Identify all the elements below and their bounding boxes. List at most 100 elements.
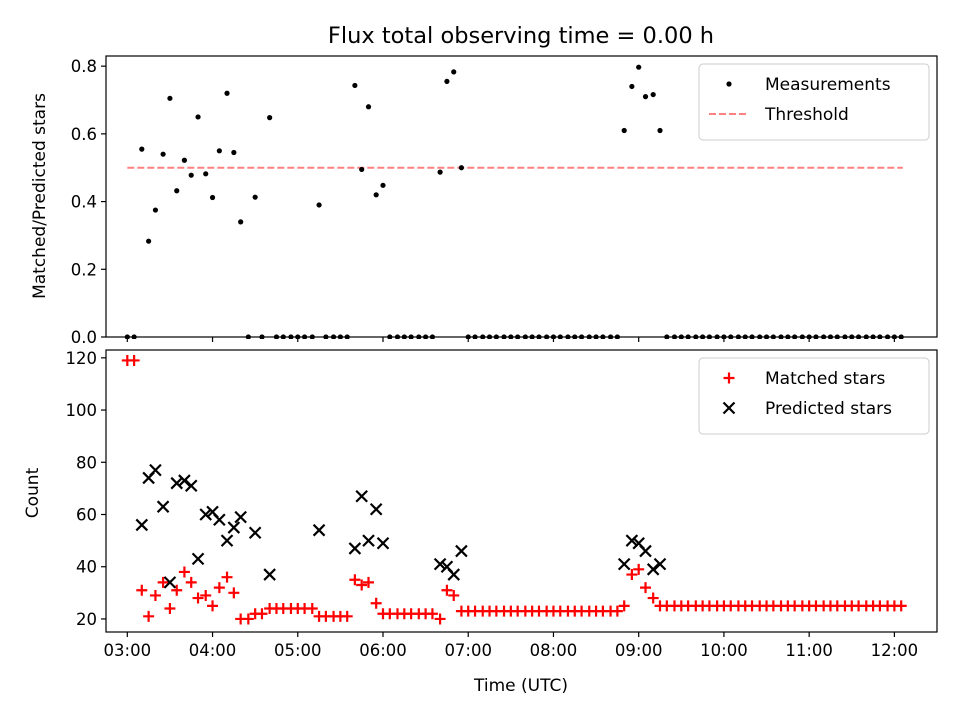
measurement-point [621, 127, 627, 134]
measurement-point [607, 334, 614, 339]
measurement-point [806, 334, 812, 339]
measurement-point [224, 90, 230, 96]
measurement-point [273, 334, 280, 339]
predicted-star-point [234, 510, 247, 524]
measurement-point [160, 151, 166, 157]
measurement-point [337, 334, 343, 339]
predicted-star-point [433, 557, 447, 571]
measurement-point [763, 334, 770, 339]
matched-star-point [171, 584, 183, 596]
matched-star-point [356, 579, 368, 591]
measurement-point [493, 334, 499, 339]
matched-star-point [448, 589, 460, 601]
matched-star-point [618, 600, 630, 612]
measurement-point [416, 334, 422, 339]
measurement-point [501, 334, 507, 339]
y-tick-label: 0.6 [71, 125, 97, 144]
measurement-point [757, 334, 763, 339]
matched-star-point [143, 610, 155, 622]
measurement-point [195, 114, 201, 120]
predicted-star-point [227, 521, 241, 534]
measurement-point [614, 334, 620, 339]
measurement-point [437, 169, 443, 175]
x-tick-label: 06:00 [359, 641, 407, 660]
legend-box [698, 63, 930, 141]
measurement-point [394, 334, 401, 339]
y-tick-label: 80 [76, 453, 97, 472]
matched-star-point [626, 569, 638, 581]
measurement-point [785, 334, 791, 339]
legend-matched-swatch [723, 372, 735, 384]
measurement-point [642, 94, 649, 100]
measurement-point [671, 334, 678, 339]
matched-star-point [228, 587, 240, 599]
measurement-point [664, 334, 670, 339]
predicted-star-point [639, 544, 652, 558]
measurement-point [252, 194, 258, 200]
measurement-point [770, 334, 776, 339]
measurement-point [352, 82, 358, 89]
measurement-point [508, 334, 514, 339]
predicted-star-point [213, 513, 226, 526]
bottom-panel-counts: 20 40 60 80 100 120 03:00 04:00 05:00 06:00 07:00 0… [66, 349, 938, 660]
x-tick-label: 03:00 [104, 641, 152, 660]
measurement-point [209, 194, 216, 201]
measurement-point [778, 334, 784, 339]
measurement-point [600, 334, 606, 339]
measurement-point [465, 334, 471, 339]
measurement-point [877, 334, 883, 339]
matched-star-point [370, 597, 382, 609]
measurement-point [344, 334, 350, 339]
measurement-point [429, 334, 436, 339]
y-tick-label: 0.4 [71, 193, 97, 212]
y-tick-label: 60 [76, 506, 97, 525]
matched-star-point [426, 608, 438, 620]
matched-star-point [633, 563, 645, 575]
matched-star-point [640, 582, 652, 594]
matched-star-point [434, 613, 446, 625]
measurement-point [486, 334, 493, 339]
legend: Matched stars Predicted stars [698, 357, 930, 435]
predicted-star-point [447, 568, 461, 581]
y-tick-label: 40 [76, 558, 97, 577]
measurement-point [280, 334, 286, 339]
measurement-point [834, 334, 840, 339]
x-axis-label: Time (UTC) [473, 676, 568, 696]
measurement-point [480, 334, 486, 339]
matched-star-point [441, 584, 453, 596]
legend-box [698, 357, 930, 435]
top-y-axis-label: Matched/Predicted stars [30, 93, 50, 299]
measurement-point [146, 238, 152, 244]
measurement-point [152, 207, 159, 213]
predicted-star-point [362, 534, 375, 547]
measurement-point [813, 334, 819, 339]
predicted-star-point [135, 518, 149, 532]
data-layer [124, 64, 904, 339]
measurement-point [544, 334, 550, 339]
x-tick-label: 04:00 [189, 641, 237, 660]
measurement-point [174, 188, 180, 194]
measurement-point [898, 334, 904, 339]
x-tick-label: 10:00 [700, 641, 748, 660]
measurement-point [472, 334, 478, 339]
measurement-point [799, 334, 805, 339]
predicted-star-point [191, 552, 205, 566]
x-tick-label: 11:00 [785, 641, 833, 660]
measurement-point [181, 157, 188, 163]
measurement-point [863, 334, 869, 339]
measurement-point [685, 334, 691, 339]
measurement-point [451, 69, 457, 75]
measurement-point [636, 64, 642, 70]
predicted-star-point [199, 508, 212, 521]
measurement-point [849, 334, 855, 339]
measurement-point [891, 334, 897, 339]
measurement-point [245, 334, 251, 339]
measurement-point [593, 334, 599, 339]
measurement-point [515, 334, 521, 339]
measurement-point [458, 165, 465, 171]
data-layer [121, 354, 907, 625]
measurement-point [301, 334, 308, 339]
matched-star-point [207, 600, 219, 612]
predicted-star-point [248, 526, 262, 540]
matched-star-point [341, 610, 353, 622]
